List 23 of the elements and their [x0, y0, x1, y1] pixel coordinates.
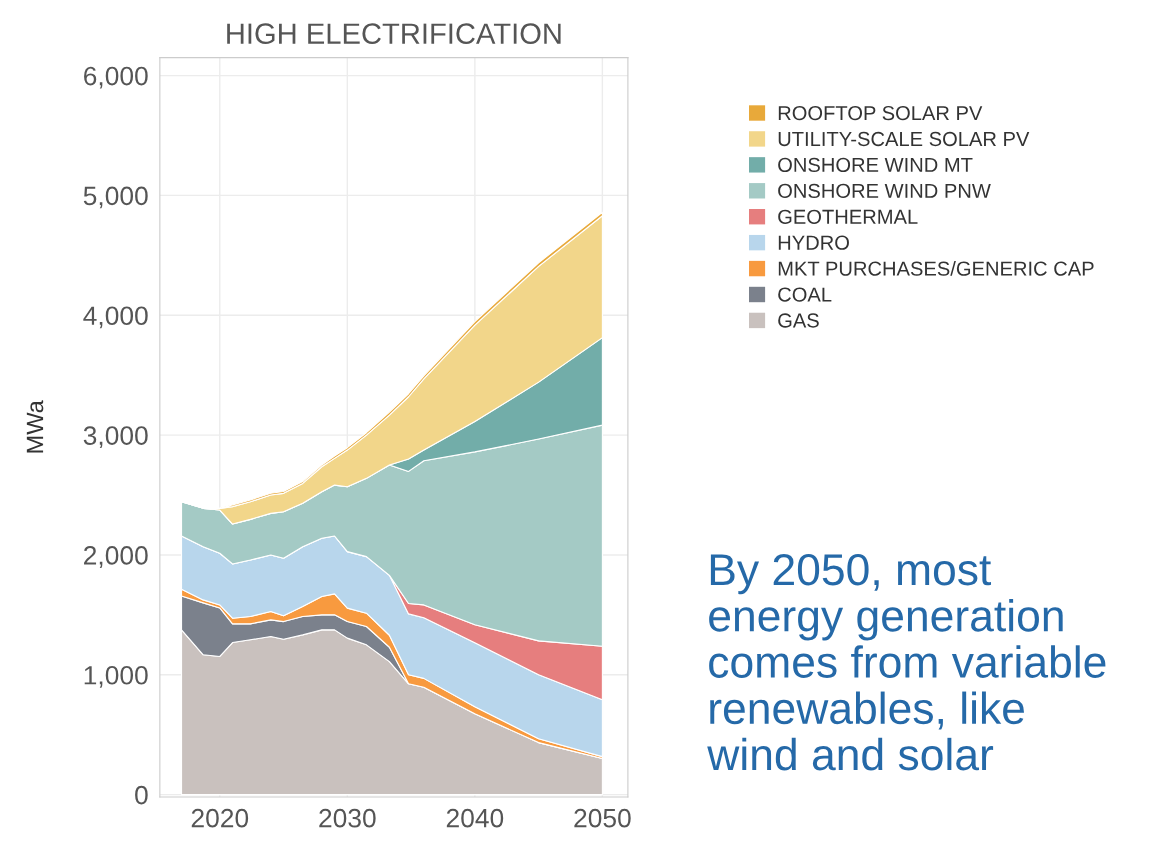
chart-title: HIGH ELECTRIFICATION: [227, 23, 561, 44]
y-axis-title: MWa: [26, 400, 44, 453]
legend-label: UTILITY-SCALE SOLAR PV: [778, 131, 1030, 147]
legend-label: COAL: [778, 287, 832, 302]
y-tick-label: 5,000: [83, 186, 148, 209]
legend-label: GAS: [778, 313, 819, 328]
legend-label: ONSHORE WIND MT: [778, 157, 973, 173]
x-tick-label: 2020: [191, 808, 249, 828]
x-tick-label: 2050: [574, 808, 631, 828]
legend-label: HYDRO: [778, 235, 849, 250]
y-tick-label: 4,000: [83, 306, 148, 329]
y-tick-label: 6,000: [84, 66, 148, 89]
y-tick-label: 1,000: [84, 665, 148, 688]
y-tick-label: 2,000: [84, 546, 148, 568]
legend-label: MKT PURCHASES/GENERIC CAP: [778, 260, 1094, 276]
y-tick-label: 3,000: [83, 426, 148, 449]
y-tick-label: 0: [135, 785, 148, 805]
legend-label: ROOFTOP SOLAR PV: [778, 105, 983, 121]
x-tick-label: 2040: [446, 808, 504, 828]
text: By 2050, most energy generation comes from variable renewables, like wind and solar: [707, 553, 1106, 771]
legend-label: ONSHORE WIND PNW: [778, 183, 991, 198]
x-tick-label: 2030: [319, 808, 376, 828]
legend-label: GEOTHERMAL: [778, 209, 918, 224]
